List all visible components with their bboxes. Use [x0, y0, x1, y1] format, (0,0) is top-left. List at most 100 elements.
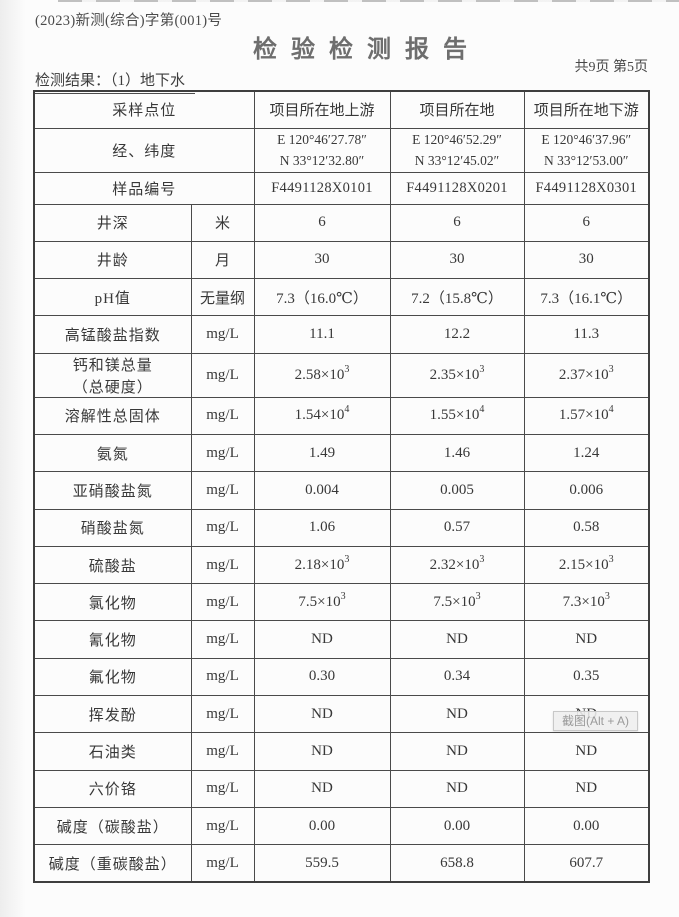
unit-cell: mg/L — [190, 352, 255, 398]
value-cell: 2.15×103 — [523, 545, 650, 585]
value-cell: 0.58 — [523, 508, 650, 547]
table-row-coordinates: 经、纬度 E 120°46′27.78″ N 33°12′32.80″ E 12… — [33, 127, 650, 173]
table-row: 钙和镁总量 （总硬度） mg/L 2.58×103 2.35×103 2.37×… — [33, 352, 650, 398]
value-cell: 0.34 — [389, 657, 525, 697]
table-row: 氟化物 mg/L 0.30 0.34 0.35 — [33, 657, 650, 697]
table-row-sample-no: 样品编号 F4491128X0101 F4491128X0201 F449112… — [33, 171, 650, 205]
unit-cell: 月 — [190, 240, 255, 280]
param-cell: 硝酸盐氮 — [33, 508, 192, 547]
table-row: 碱度（重碳酸盐） mg/L 559.5 658.8 607.7 — [33, 844, 650, 883]
row-label: 经、纬度 — [33, 127, 255, 173]
value-cell: ND — [389, 732, 525, 771]
value-cell: 6 — [253, 203, 391, 242]
value-cell: 7.3（16.1℃） — [523, 278, 650, 317]
screenshot-tool-button[interactable]: 截图(Alt + A) — [553, 711, 638, 731]
value-cell: ND — [253, 620, 391, 659]
coordinate-cell: E 120°46′27.78″ N 33°12′32.80″ — [253, 127, 391, 173]
value-cell: 559.5 — [253, 844, 391, 883]
unit-cell: mg/L — [190, 695, 255, 734]
value-cell: 607.7 — [523, 844, 650, 883]
sample-no-cell: F4491128X0101 — [253, 171, 391, 205]
value-cell: 7.5×103 — [389, 583, 525, 622]
results-table: 采样点位 项目所在地上游 项目所在地 项目所在地下游 经、纬度 E 120°46… — [33, 90, 651, 884]
page-title: 检验检测报告 — [253, 36, 481, 63]
value-cell: 11.3 — [523, 315, 650, 354]
unit-cell: mg/L — [190, 433, 255, 473]
param-cell: 氰化物 — [33, 620, 192, 659]
sample-no-cell: F4491128X0201 — [389, 171, 525, 205]
sample-no-cell: F4491128X0301 — [523, 171, 650, 205]
page-indicator: 共9页 第5页 — [574, 60, 649, 75]
table-row: 氯化物 mg/L 7.5×103 7.5×103 7.3×103 — [33, 583, 650, 622]
table-row: 六价铬 mg/L ND ND ND — [33, 769, 650, 808]
table-row: 氰化物 mg/L ND ND ND — [33, 620, 650, 659]
value-cell: 7.2（15.8℃） — [389, 278, 525, 317]
value-cell: 0.30 — [253, 657, 391, 697]
location-header: 项目所在地 — [389, 90, 525, 129]
value-cell: ND — [523, 620, 650, 659]
longitude: E 120°46′52.29″ — [412, 131, 502, 147]
value-cell: ND — [389, 769, 525, 808]
unit-cell: mg/L — [190, 844, 255, 883]
table-row: 硝酸盐氮 mg/L 1.06 0.57 0.58 — [33, 508, 650, 547]
coordinate-cell: E 120°46′37.96″ N 33°12′53.00″ — [523, 127, 650, 173]
value-cell: 0.00 — [253, 806, 391, 846]
latitude: N 33°12′53.00″ — [544, 152, 629, 168]
param-cell: 硫酸盐 — [33, 545, 192, 585]
param-cell: 挥发酚 — [33, 695, 192, 734]
scan-edge-artifact — [58, 0, 679, 2]
coordinate-cell: E 120°46′52.29″ N 33°12′45.02″ — [389, 127, 525, 173]
table-row: pH值 无量纲 7.3（16.0℃） 7.2（15.8℃） 7.3（16.1℃） — [33, 278, 650, 317]
value-cell: ND — [389, 695, 525, 734]
value-cell: 2.32×103 — [389, 545, 525, 585]
value-cell: 1.46 — [389, 433, 525, 473]
unit-cell: mg/L — [190, 583, 255, 622]
value-cell: 30 — [523, 240, 650, 280]
unit-cell: mg/L — [190, 769, 255, 808]
value-cell: 1.49 — [253, 433, 391, 473]
table-row: 亚硝酸盐氮 mg/L 0.004 0.005 0.006 — [33, 471, 650, 510]
value-cell: ND — [253, 732, 391, 771]
param-cell: 石油类 — [33, 732, 192, 771]
value-cell: 7.3（16.0℃） — [253, 278, 391, 317]
unit-cell: mg/L — [190, 732, 255, 771]
value-cell: 1.06 — [253, 508, 391, 547]
value-cell: 0.35 — [523, 657, 650, 697]
param-cell: pH值 — [33, 278, 192, 317]
param-cell: 氟化物 — [33, 657, 192, 697]
report-number: (2023)新测(综合)字第(001)号 — [35, 13, 223, 29]
location-header: 项目所在地上游 — [253, 90, 391, 129]
value-cell: 0.005 — [389, 471, 525, 510]
table-row: 碱度（碳酸盐） mg/L 0.00 0.00 0.00 — [33, 806, 650, 846]
row-label: 样品编号 — [33, 171, 255, 205]
scan-margin-shadow — [0, 0, 26, 917]
value-cell: 1.57×104 — [523, 396, 650, 435]
location-header: 项目所在地下游 — [523, 90, 650, 129]
value-cell: 1.54×104 — [253, 396, 391, 435]
param-cell: 六价铬 — [33, 769, 192, 808]
value-cell: 0.004 — [253, 471, 391, 510]
value-cell: 2.35×103 — [389, 352, 525, 398]
latitude: N 33°12′32.80″ — [279, 152, 365, 168]
unit-cell: mg/L — [190, 315, 255, 354]
param-cell: 氨氮 — [33, 433, 192, 473]
value-cell: 6 — [523, 203, 650, 242]
param-cell: 氯化物 — [33, 583, 192, 622]
value-cell: 11.1 — [253, 315, 391, 354]
row-label: 采样点位 — [33, 90, 255, 129]
unit-cell: mg/L — [190, 396, 255, 435]
table-row: 井龄 月 30 30 30 — [33, 240, 650, 280]
value-cell: 6 — [389, 203, 525, 242]
value-cell: 1.24 — [523, 433, 650, 473]
param-cell: 碱度（碳酸盐） — [33, 806, 192, 846]
param-cell: 碱度（重碳酸盐） — [33, 844, 192, 883]
table-row: 高锰酸盐指数 mg/L 11.1 12.2 11.3 — [33, 315, 650, 354]
param-cell: 溶解性总固体 — [33, 396, 192, 435]
value-cell: 1.55×104 — [389, 396, 525, 435]
latitude: N 33°12′45.02″ — [414, 152, 500, 168]
longitude: E 120°46′27.78″ — [277, 131, 367, 147]
value-cell: 658.8 — [389, 844, 525, 883]
value-cell: 0.006 — [523, 471, 650, 510]
value-cell: 0.57 — [389, 508, 525, 547]
value-cell: 2.18×103 — [253, 545, 391, 585]
